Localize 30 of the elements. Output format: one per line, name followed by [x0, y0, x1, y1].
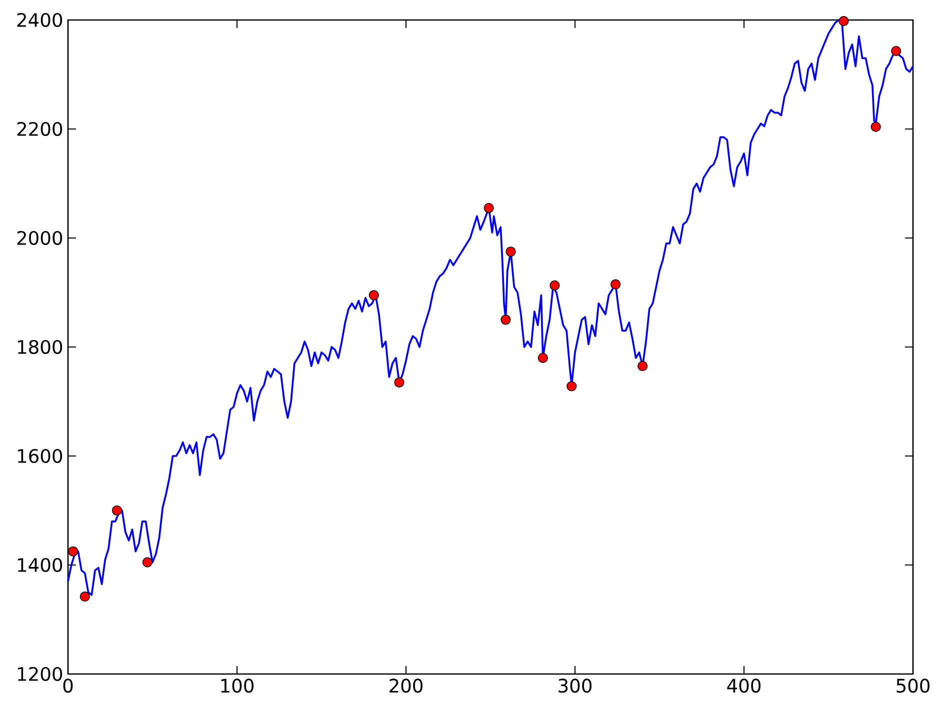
point: [566, 381, 577, 392]
point: [112, 505, 122, 516]
y-tick-label: 2400: [17, 12, 62, 28]
x-tick-label: 100: [221, 678, 254, 693]
y-tick-label: 1400: [18, 558, 62, 572]
point: [80, 592, 90, 602]
point: [638, 361, 648, 372]
point: [870, 122, 881, 132]
point: [838, 16, 849, 26]
point: [500, 314, 511, 325]
point: [891, 46, 902, 56]
y-tick-label: 2000: [17, 230, 62, 246]
y-tick-label: 1800: [18, 340, 62, 354]
point: [484, 202, 494, 214]
y-tick-label: 1600: [18, 448, 62, 464]
point: [368, 290, 379, 300]
point: [538, 352, 548, 363]
point: [142, 557, 152, 568]
x-tick-label: 400: [727, 678, 761, 693]
point: [550, 280, 560, 290]
x-tick-label: 0: [63, 678, 73, 693]
y-tick-label: 1200: [18, 666, 62, 682]
x-tick-label: 500: [896, 678, 930, 693]
y-tick-label: 2200: [17, 122, 62, 136]
point: [506, 246, 516, 257]
x-tick-label: 200: [390, 678, 423, 693]
point: [68, 546, 78, 556]
x-tick-label: 300: [558, 678, 592, 693]
point: [610, 279, 621, 290]
point: [394, 377, 404, 388]
